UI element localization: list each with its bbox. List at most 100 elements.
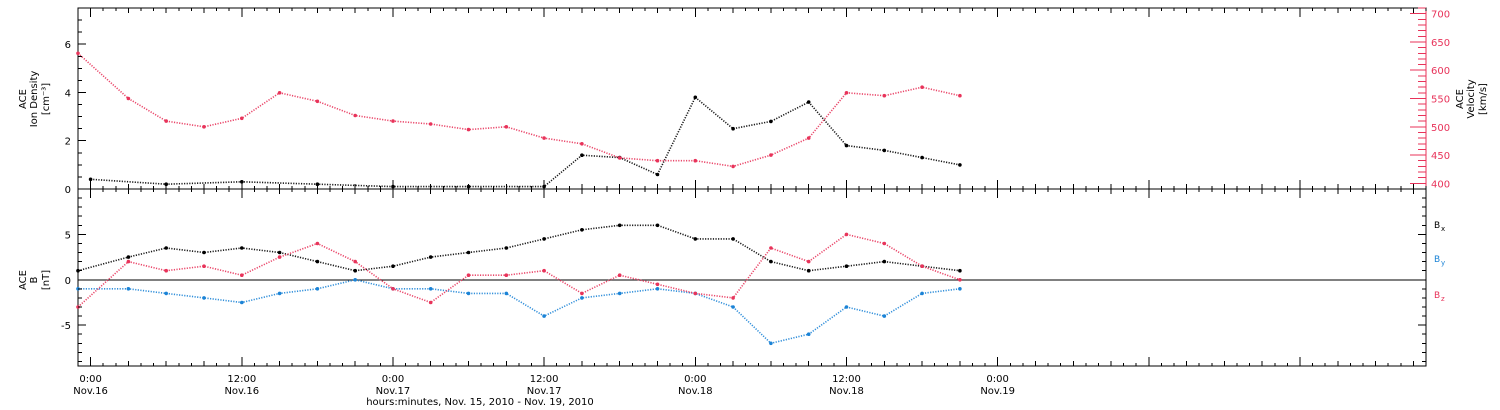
velocity-label-line2: Velocity	[1466, 79, 1477, 118]
data-point-bz-17	[731, 296, 735, 300]
data-point-density-12	[769, 119, 773, 124]
x-tick-label-time: 0:00	[684, 374, 706, 385]
velocity-tick-label: 450	[1431, 151, 1450, 162]
data-point-velocity-14	[617, 156, 622, 160]
data-point-by-14	[617, 291, 622, 296]
x-tick-label-date: Nov.17	[376, 386, 411, 397]
data-point-velocity-22	[920, 85, 924, 89]
data-point-bz-9	[428, 300, 433, 305]
data-point-bx-19	[806, 268, 811, 273]
data-point-bx-15	[655, 223, 660, 228]
data-point-by-9	[428, 287, 433, 291]
series-trace-bz	[77, 233, 961, 308]
data-point-bz-22	[920, 264, 924, 269]
b-label-line1: ACE	[18, 270, 29, 290]
data-point-by-12	[542, 314, 546, 318]
data-point-bx-8	[391, 264, 395, 269]
data-point-by-22	[920, 291, 924, 296]
x-tick-label-time: 12:00	[530, 374, 559, 385]
data-point-density-15	[882, 148, 887, 153]
density-label-line1: ACE	[18, 89, 29, 109]
series-trace-bx	[77, 224, 960, 272]
series-velocity	[76, 51, 962, 169]
series-bz	[76, 232, 962, 309]
data-point-density-14	[844, 143, 849, 148]
velocity-tick-label: 700	[1431, 10, 1450, 21]
data-point-velocity-21	[882, 93, 887, 98]
series-trace-by	[78, 278, 960, 345]
velocity-label-unit: [km/s]	[1478, 83, 1489, 115]
data-point-bz-16	[693, 291, 698, 296]
x-tick-label-time: 12:00	[227, 374, 256, 385]
data-point-bx-23	[958, 268, 962, 273]
b-field-axis: -5 0 5	[61, 197, 1426, 362]
data-point-bx-4	[240, 246, 244, 250]
data-point-velocity-16	[693, 158, 698, 163]
density-tick-label: 6	[65, 40, 71, 51]
data-point-bx-14	[617, 223, 622, 228]
data-point-velocity-6	[315, 99, 320, 104]
data-point-by-2	[164, 291, 168, 296]
data-point-velocity-4	[240, 116, 244, 121]
data-point-by-21	[882, 314, 887, 318]
velocity-tick-label: 650	[1431, 38, 1450, 49]
data-point-by-4	[240, 300, 244, 305]
density-tick-label: 0	[65, 185, 71, 196]
density-tick-label: 2	[65, 137, 71, 148]
b-label-unit: [nT]	[41, 270, 52, 290]
data-point-density-0	[88, 177, 93, 182]
data-point-by-19	[806, 332, 811, 337]
data-point-bx-21	[882, 259, 887, 264]
data-point-velocity-23	[958, 93, 962, 98]
data-point-by-10	[466, 291, 471, 296]
b-tick-label: 5	[65, 230, 71, 241]
data-point-velocity-19	[806, 136, 811, 140]
data-point-bz-19	[806, 259, 811, 264]
data-point-by-3	[202, 296, 206, 300]
data-point-bz-12	[542, 268, 546, 273]
data-point-bz-20	[844, 232, 849, 237]
data-point-bz-13	[580, 291, 584, 296]
x-tick-label-time: 0:00	[382, 374, 404, 385]
velocity-tick-label: 550	[1431, 95, 1450, 106]
legend-subscript: x	[1441, 225, 1445, 233]
data-point-by-1	[126, 287, 131, 291]
density-tick-label: 4	[65, 88, 71, 99]
data-point-velocity-15	[655, 158, 660, 163]
data-point-velocity-7	[353, 113, 358, 118]
b-tick-label: -5	[61, 321, 71, 332]
density-label-unit: [cm⁻³]	[41, 83, 52, 115]
data-point-bz-11	[504, 273, 509, 278]
data-point-bz-18	[769, 246, 773, 250]
bottom-panel-frame	[77, 188, 1427, 367]
data-point-density-7	[580, 153, 584, 157]
data-point-bx-2	[164, 246, 168, 250]
data-point-bz-8	[391, 287, 395, 291]
data-point-bx-17	[731, 237, 735, 241]
data-point-bz-6	[315, 241, 320, 246]
data-point-by-11	[504, 291, 509, 296]
data-point-by-17	[731, 305, 735, 309]
data-point-bx-10	[466, 250, 471, 255]
top-panel: 0 2 4 6 400 450 500 550 600 650 700 ACE Ion Densi…	[18, 7, 1489, 196]
data-point-velocity-9	[428, 122, 433, 126]
density-label-line2: Ion Density	[29, 71, 40, 128]
data-point-by-6	[315, 287, 320, 291]
data-point-velocity-5	[277, 91, 282, 95]
data-point-bz-5	[277, 255, 282, 259]
data-point-bz-3	[202, 264, 206, 269]
x-tick-label-date: Nov.17	[527, 386, 562, 397]
series-bx	[76, 223, 962, 273]
legend-label: B	[1434, 221, 1440, 231]
data-point-by-15	[655, 287, 660, 291]
data-point-by-20	[844, 305, 849, 309]
data-point-bz-14	[617, 273, 622, 278]
velocity-axis: 400 450 500 550 600 650 700	[1410, 7, 1450, 190]
data-point-density-9	[655, 172, 660, 177]
data-point-bz-4	[240, 273, 244, 278]
data-point-density-10	[693, 95, 698, 100]
series-trace-velocity	[77, 52, 961, 168]
